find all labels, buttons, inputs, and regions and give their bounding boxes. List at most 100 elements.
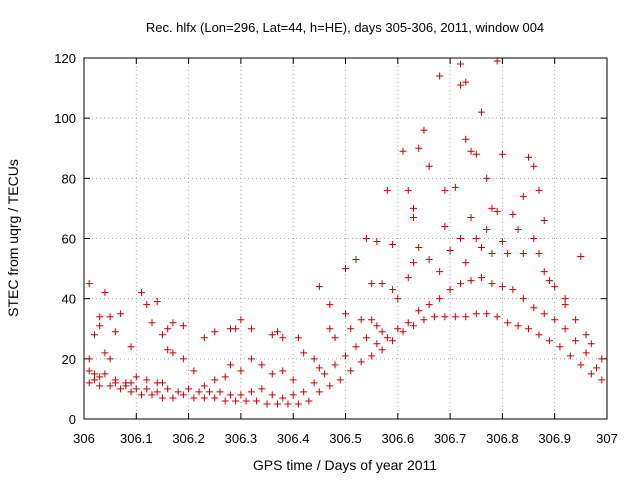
data-point: [216, 388, 224, 396]
data-point: [101, 349, 109, 357]
data-point: [493, 207, 501, 215]
data-point: [457, 81, 465, 89]
data-point: [153, 388, 161, 396]
data-point: [436, 295, 444, 303]
data-point: [467, 147, 475, 155]
data-point: [200, 394, 208, 402]
data-point: [409, 322, 417, 330]
data-point: [577, 361, 585, 369]
data-point: [493, 57, 501, 65]
data-point: [268, 370, 276, 378]
y-tick-label: 60: [62, 232, 76, 247]
data-point: [566, 352, 574, 360]
data-point: [389, 241, 397, 249]
data-point: [179, 322, 187, 330]
data-point: [101, 289, 109, 297]
data-point: [409, 213, 417, 221]
data-point: [179, 391, 187, 399]
data-point: [462, 135, 470, 143]
data-point: [483, 225, 491, 233]
data-point: [493, 313, 501, 321]
x-tick-label: 306.7: [434, 431, 467, 446]
data-point: [232, 397, 240, 405]
data-point: [436, 72, 444, 80]
data-point: [404, 186, 412, 194]
data-point: [158, 331, 166, 339]
data-point: [247, 388, 255, 396]
data-point: [514, 225, 522, 233]
data-point: [477, 244, 485, 252]
data-point: [477, 108, 485, 116]
data-point: [540, 310, 548, 318]
data-point: [561, 301, 569, 309]
data-point: [545, 277, 553, 285]
data-point: [211, 394, 219, 402]
data-point: [368, 280, 376, 288]
data-point: [331, 361, 339, 369]
data-point: [535, 331, 543, 339]
data-point: [535, 186, 543, 194]
data-point: [530, 235, 538, 242]
data-point: [279, 394, 287, 402]
data-point: [85, 367, 93, 375]
data-point: [221, 373, 229, 381]
data-point: [106, 313, 114, 321]
data-point: [331, 334, 339, 342]
data-point: [472, 235, 480, 242]
data-point: [540, 268, 548, 276]
data-point: [143, 385, 151, 393]
data-point: [572, 316, 580, 324]
data-point: [561, 295, 569, 303]
data-point: [305, 397, 313, 405]
data-point: [132, 385, 140, 393]
data-point: [211, 328, 219, 336]
data-point: [96, 322, 104, 330]
x-tick-label: 306.5: [329, 431, 362, 446]
data-point: [289, 376, 297, 384]
data-point: [300, 349, 308, 357]
data-point: [394, 325, 402, 333]
data-point: [525, 325, 533, 333]
data-point: [430, 313, 438, 321]
data-point: [190, 367, 198, 375]
data-point: [467, 213, 475, 221]
data-point: [268, 331, 276, 339]
data-point: [96, 382, 104, 390]
data-point: [117, 310, 125, 318]
x-tick-label: 307: [596, 431, 618, 446]
data-point: [582, 331, 590, 339]
data-point: [242, 397, 250, 405]
data-point: [498, 150, 506, 158]
data-point: [294, 400, 302, 408]
y-tick-label: 100: [54, 111, 76, 126]
data-point: [253, 397, 261, 405]
data-point: [263, 400, 271, 408]
data-point: [117, 385, 125, 393]
data-point: [577, 253, 585, 261]
data-point: [85, 355, 93, 363]
data-point: [347, 325, 355, 333]
y-tick-label: 40: [62, 292, 76, 307]
data-point: [127, 379, 135, 387]
data-point: [441, 313, 449, 321]
data-point: [488, 204, 496, 212]
data-point: [399, 147, 407, 155]
data-point: [90, 331, 98, 339]
data-point: [179, 355, 187, 363]
data-point: [85, 280, 93, 288]
data-point: [143, 301, 151, 309]
data-point: [174, 388, 182, 396]
data-point: [352, 343, 360, 351]
data-point: [415, 244, 423, 252]
data-point: [279, 334, 287, 342]
data-point: [190, 394, 198, 402]
data-point: [519, 192, 527, 200]
data-point: [587, 340, 595, 348]
data-point: [342, 310, 349, 318]
data-point: [509, 286, 517, 294]
data-point: [279, 367, 287, 375]
data-point: [488, 280, 496, 288]
data-point: [315, 283, 323, 291]
data-point: [436, 268, 444, 276]
data-point: [525, 153, 533, 161]
